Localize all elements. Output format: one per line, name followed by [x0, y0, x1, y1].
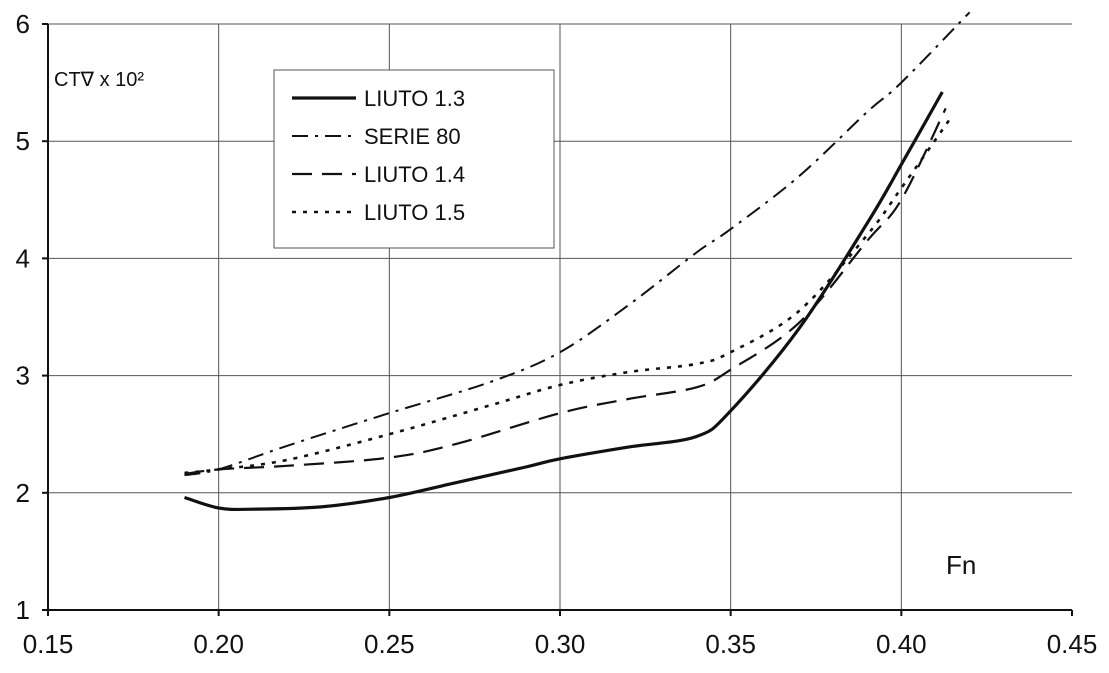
grid	[48, 23, 1072, 610]
x-tick-label: 0.25	[364, 629, 415, 659]
x-tick-label: 0.45	[1047, 629, 1098, 659]
x-axis-label: Fn	[946, 550, 976, 580]
x-tick-label: 0.15	[23, 629, 74, 659]
x-tick-label: 0.35	[705, 629, 756, 659]
y-axis-label: CT∇ x 10²	[54, 69, 144, 91]
x-tick-label: 0.20	[193, 629, 244, 659]
legend-label: LIUTO 1.5	[364, 200, 465, 225]
y-tick-label: 2	[16, 478, 30, 508]
y-tick-label: 5	[16, 126, 30, 156]
legend-label: LIUTO 1.4	[364, 162, 465, 187]
legend-label: SERIE 80	[364, 124, 461, 149]
y-tick-label: 6	[16, 9, 30, 39]
x-tick-label: 0.40	[876, 629, 927, 659]
series-line-1	[184, 91, 944, 512]
series-lines	[184, 11, 971, 512]
tick-labels: 0.15 0.20 0.25 0.30 0.35 0.40 0.45 1 2 3 4 5 6	[16, 9, 1098, 659]
y-tick-label: 3	[16, 361, 30, 391]
legend-label: LIUTO 1.3	[364, 86, 465, 111]
legend: LIUTO 1.3 SERIE 80 LIUTO 1.4 LIUTO 1.5	[273, 69, 555, 249]
axes	[42, 23, 1073, 616]
y-tick-label: 1	[16, 595, 30, 625]
legend-box	[273, 69, 555, 249]
x-tick-label: 0.30	[535, 629, 586, 659]
y-tick-label: 4	[16, 243, 30, 273]
series-line-3	[184, 107, 947, 476]
